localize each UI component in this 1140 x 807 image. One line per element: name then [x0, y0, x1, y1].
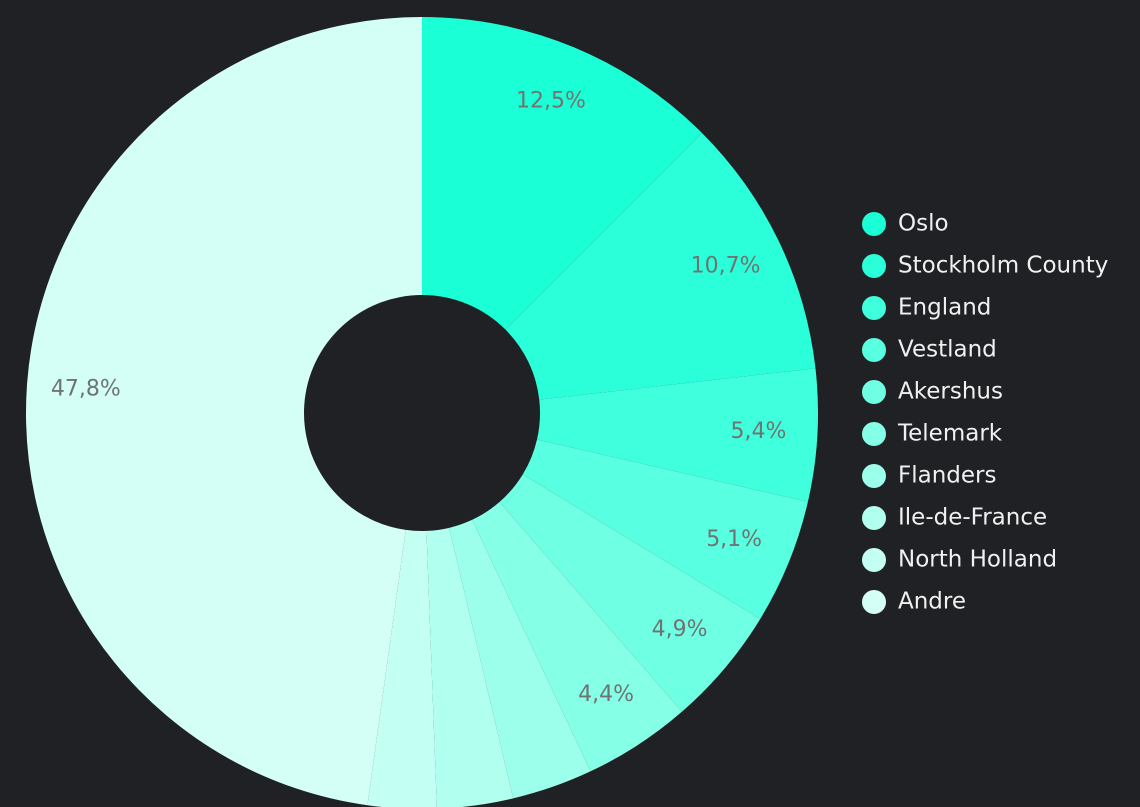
legend-label: Flanders — [898, 463, 996, 489]
value-label: 4,9% — [652, 617, 708, 642]
slice — [472, 502, 683, 772]
legend-swatch — [862, 380, 886, 404]
legend-label: Oslo — [898, 211, 949, 237]
value-label: 12,5% — [516, 89, 586, 114]
slice — [449, 519, 591, 799]
slice — [522, 439, 808, 619]
legend-swatch — [862, 590, 886, 614]
legend-label: Stockholm County — [898, 253, 1108, 279]
legend-label: Telemark — [897, 421, 1003, 447]
slice — [505, 132, 816, 400]
legend-swatch — [862, 254, 886, 278]
legend-swatch — [862, 338, 886, 362]
slice — [367, 529, 437, 807]
value-label: 47,8% — [51, 377, 121, 402]
legend-swatch — [862, 422, 886, 446]
slice — [25, 17, 422, 806]
slice — [422, 17, 703, 330]
legend-swatch — [862, 506, 886, 530]
legend-label: Vestland — [898, 337, 997, 363]
value-label: 10,7% — [691, 254, 761, 279]
legend-label: England — [898, 295, 991, 321]
legend-swatch — [862, 212, 886, 236]
value-label: 5,1% — [706, 527, 762, 552]
legend-swatch — [862, 296, 886, 320]
legend-label: Andre — [898, 589, 966, 615]
legend-label: Ile-de-France — [898, 505, 1047, 531]
legend-swatch — [862, 548, 886, 572]
slice — [426, 527, 514, 807]
value-label: 4,4% — [578, 682, 634, 707]
legend-label: Akershus — [898, 379, 1003, 405]
value-label: 5,4% — [731, 419, 787, 444]
slice — [536, 368, 819, 502]
legend-label: North Holland — [898, 547, 1057, 573]
legend-swatch — [862, 464, 886, 488]
slice — [499, 474, 761, 712]
